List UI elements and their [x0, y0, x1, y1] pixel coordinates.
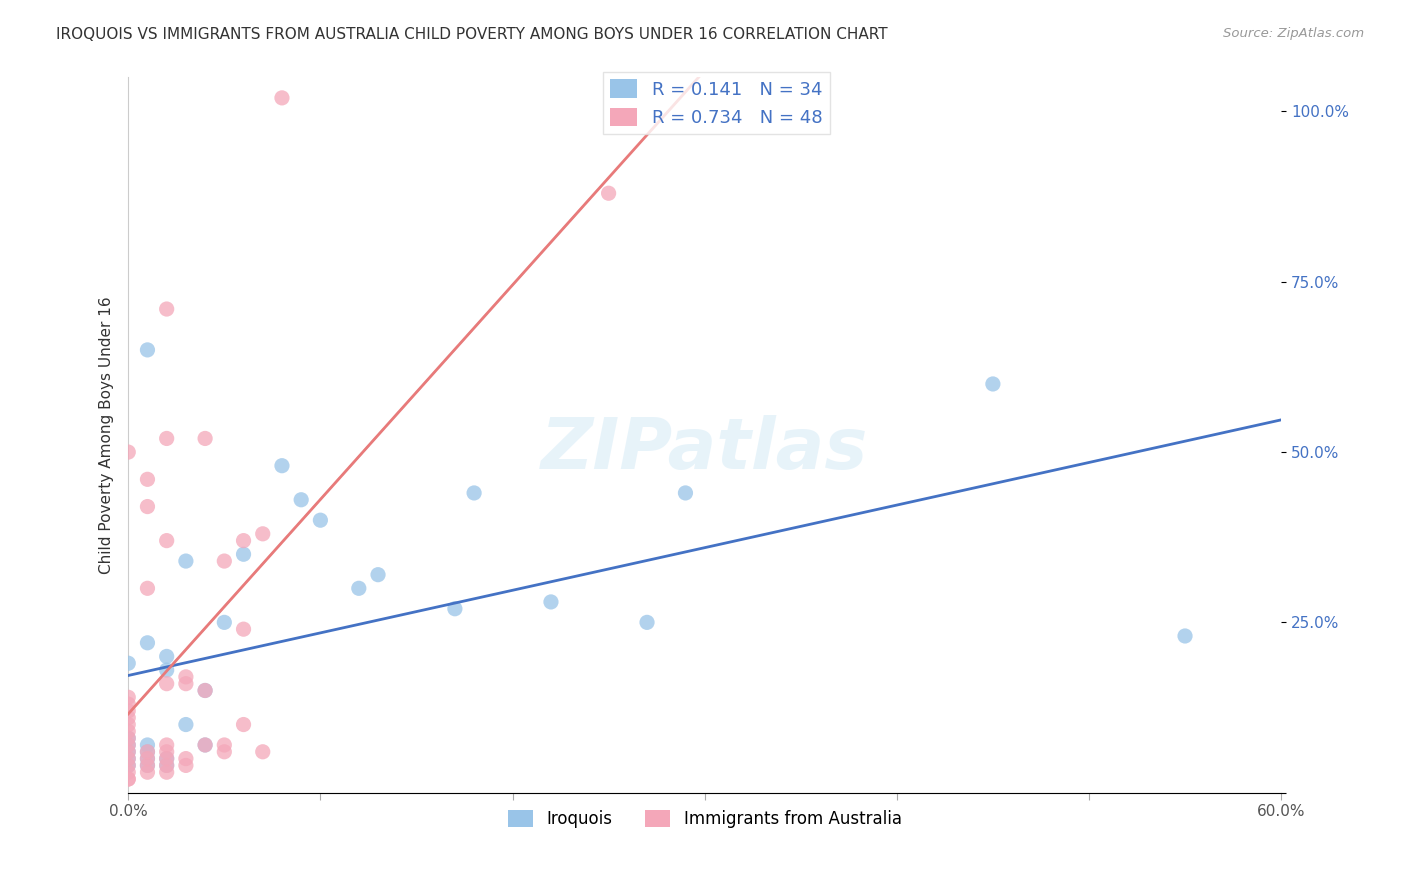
- Text: ZIPatlas: ZIPatlas: [541, 415, 869, 483]
- Point: [214, 554, 236, 568]
- Point: [214, 615, 236, 630]
- Point: [136, 745, 159, 759]
- Point: [194, 683, 217, 698]
- Point: [232, 533, 254, 548]
- Point: [232, 547, 254, 561]
- Point: [117, 445, 139, 459]
- Point: [156, 432, 179, 446]
- Point: [117, 731, 139, 746]
- Point: [174, 758, 197, 772]
- Point: [194, 738, 217, 752]
- Point: [156, 738, 179, 752]
- Point: [232, 622, 254, 636]
- Point: [117, 745, 139, 759]
- Point: [463, 486, 485, 500]
- Point: [347, 582, 370, 596]
- Point: [252, 745, 274, 759]
- Point: [117, 758, 139, 772]
- Point: [156, 676, 179, 690]
- Point: [117, 772, 139, 786]
- Point: [232, 717, 254, 731]
- Point: [136, 636, 159, 650]
- Point: [136, 765, 159, 780]
- Point: [174, 676, 197, 690]
- Point: [117, 704, 139, 718]
- Point: [174, 717, 197, 731]
- Point: [117, 711, 139, 725]
- Point: [174, 670, 197, 684]
- Point: [156, 745, 179, 759]
- Point: [136, 472, 159, 486]
- Point: [540, 595, 562, 609]
- Point: [252, 526, 274, 541]
- Point: [156, 649, 179, 664]
- Point: [675, 486, 697, 500]
- Point: [117, 772, 139, 786]
- Text: Source: ZipAtlas.com: Source: ZipAtlas.com: [1223, 27, 1364, 40]
- Point: [136, 745, 159, 759]
- Point: [636, 615, 658, 630]
- Point: [117, 697, 139, 711]
- Point: [136, 582, 159, 596]
- Point: [156, 751, 179, 765]
- Point: [156, 663, 179, 677]
- Point: [117, 758, 139, 772]
- Point: [174, 751, 197, 765]
- Point: [156, 751, 179, 765]
- Point: [117, 738, 139, 752]
- Point: [136, 758, 159, 772]
- Point: [598, 186, 620, 201]
- Y-axis label: Child Poverty Among Boys Under 16: Child Poverty Among Boys Under 16: [100, 296, 114, 574]
- Point: [117, 738, 139, 752]
- Point: [194, 738, 217, 752]
- Point: [981, 376, 1004, 391]
- Text: IROQUOIS VS IMMIGRANTS FROM AUSTRALIA CHILD POVERTY AMONG BOYS UNDER 16 CORRELAT: IROQUOIS VS IMMIGRANTS FROM AUSTRALIA CH…: [56, 27, 887, 42]
- Point: [156, 765, 179, 780]
- Point: [271, 91, 294, 105]
- Point: [156, 758, 179, 772]
- Point: [271, 458, 294, 473]
- Point: [156, 301, 179, 316]
- Point: [1174, 629, 1197, 643]
- Point: [214, 745, 236, 759]
- Point: [214, 738, 236, 752]
- Point: [117, 745, 139, 759]
- Point: [194, 683, 217, 698]
- Point: [117, 751, 139, 765]
- Point: [194, 432, 217, 446]
- Point: [117, 724, 139, 739]
- Point: [117, 751, 139, 765]
- Point: [136, 500, 159, 514]
- Point: [290, 492, 312, 507]
- Point: [136, 738, 159, 752]
- Point: [117, 717, 139, 731]
- Point: [174, 554, 197, 568]
- Point: [117, 765, 139, 780]
- Point: [444, 601, 467, 615]
- Point: [136, 343, 159, 357]
- Point: [117, 731, 139, 746]
- Point: [136, 751, 159, 765]
- Point: [136, 758, 159, 772]
- Point: [136, 751, 159, 765]
- Point: [117, 690, 139, 705]
- Point: [156, 533, 179, 548]
- Point: [367, 567, 389, 582]
- Point: [309, 513, 332, 527]
- Point: [156, 758, 179, 772]
- Point: [117, 657, 139, 671]
- Legend: Iroquois, Immigrants from Australia: Iroquois, Immigrants from Australia: [501, 803, 908, 834]
